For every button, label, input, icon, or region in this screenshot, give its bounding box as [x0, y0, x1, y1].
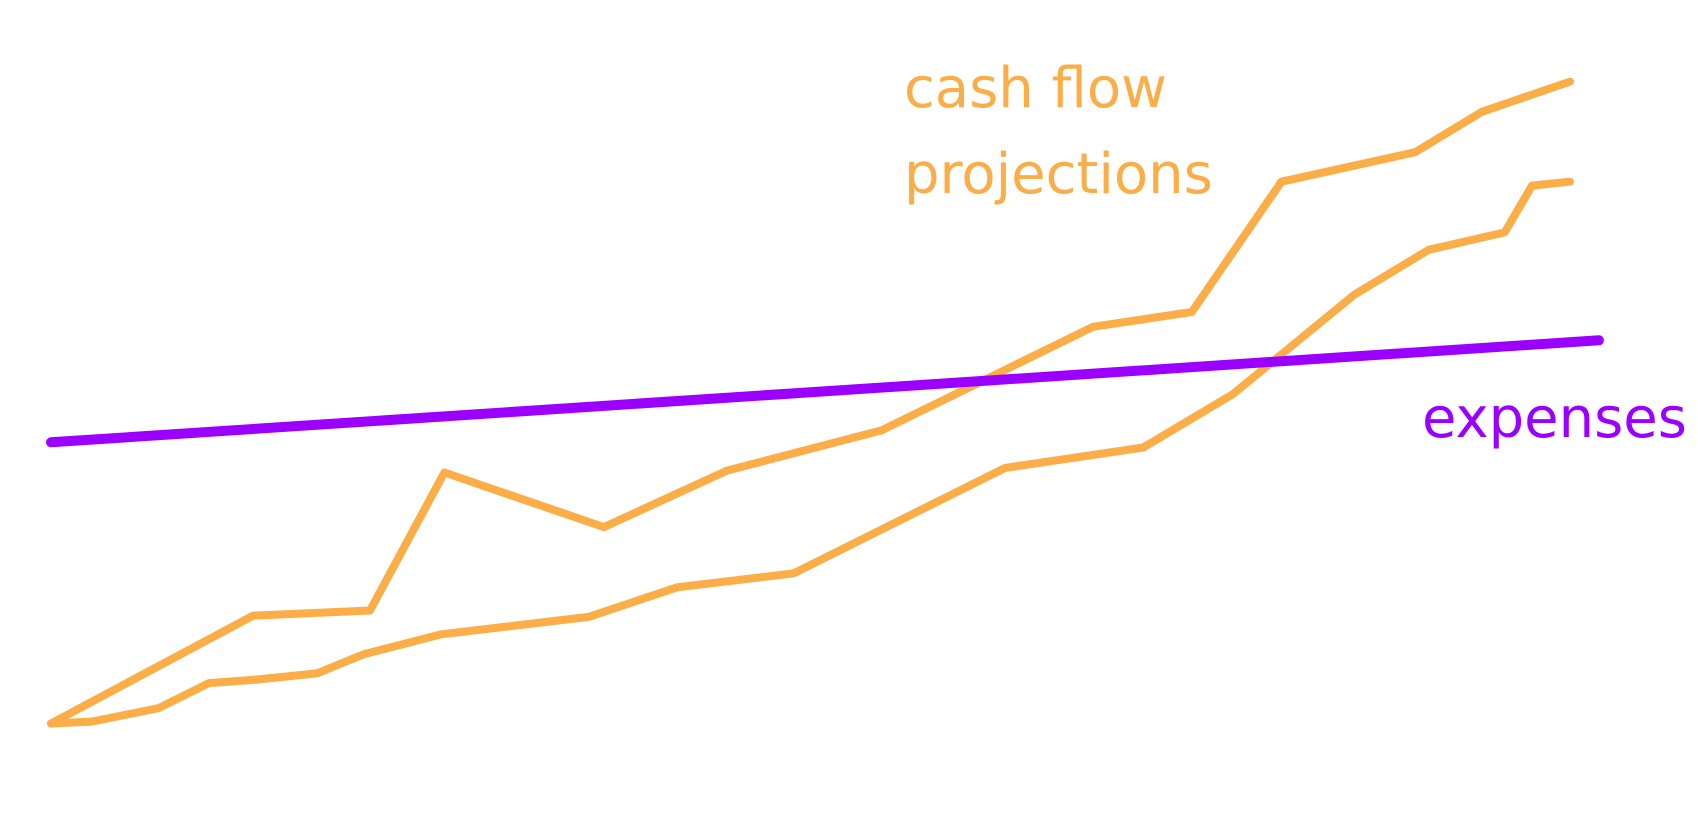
series-line — [47, 77, 1574, 728]
series-line — [47, 177, 1574, 728]
series-line — [46, 335, 1604, 448]
series-label: cash flow projections — [904, 56, 1213, 207]
series-label: expenses — [1422, 386, 1687, 451]
